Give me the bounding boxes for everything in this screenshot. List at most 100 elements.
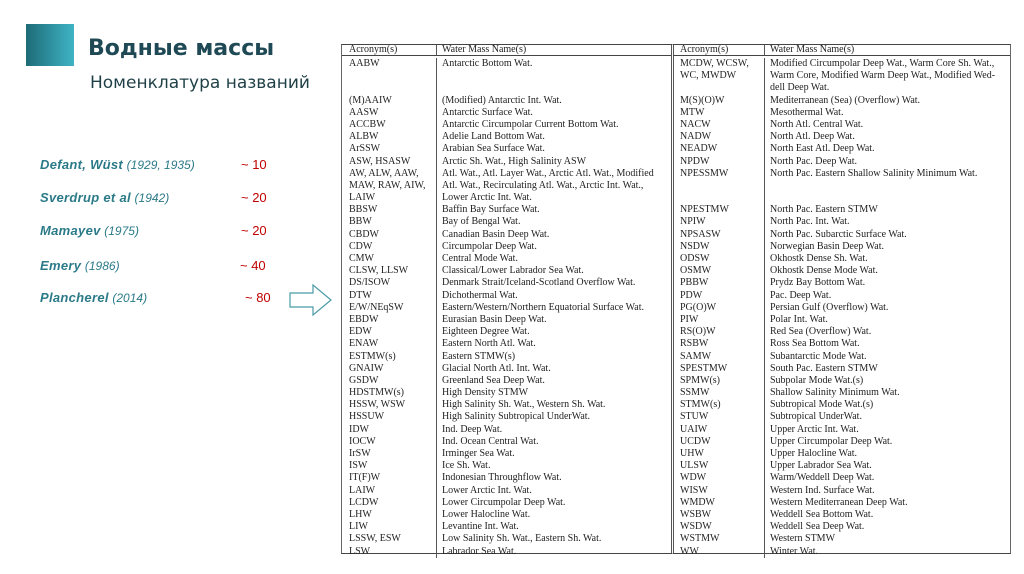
table-row: LIW Levantine Int. Wat. xyxy=(342,521,671,534)
header-name: Water Mass Name(s) xyxy=(442,45,527,55)
acronym-cell xyxy=(342,70,437,83)
table-row: IT(F)W Indonesian Throughflow Wat. xyxy=(342,472,671,485)
table-row: NPIW North Pac. Int. Wat. xyxy=(673,216,1010,229)
table-row: ISW Ice Sh. Wat. xyxy=(342,460,671,473)
name-cell: Western Mediterranean Deep Wat. xyxy=(770,496,908,508)
table-row: UCDW Upper Circumpolar Deep Wat. xyxy=(673,435,1010,448)
acronym-cell: LSW xyxy=(342,545,437,558)
name-cell: High Salinity Subtropical UnderWat. xyxy=(442,411,591,423)
water-mass-table-left: Acronym(s) Water Mass Name(s) AABW Antarcti… xyxy=(341,44,674,558)
table-row: WSBW Weddell Sea Bottom Wat. xyxy=(673,508,1010,522)
acronym-cell: HSSUW xyxy=(342,411,437,424)
name-cell: North Pac. Int. Wat. xyxy=(770,216,850,228)
author-name: Emery xyxy=(40,258,82,273)
acronym-cell: IOCW xyxy=(342,435,437,448)
acronym-cell: CLSW, LLSW xyxy=(342,265,437,278)
table-row: NEADW North East Atl. Deep Wat. xyxy=(673,143,1010,156)
table-row: IOCW Ind. Ocean Central Wat. xyxy=(342,435,671,448)
author-name: Plancherel xyxy=(40,290,109,305)
name-cell: Lower Arctic Int. Wat. xyxy=(442,484,532,496)
author-years: (2014) xyxy=(112,291,148,305)
name-count: ~ 10 xyxy=(241,157,267,172)
acronym-cell: MCDW, WCSW, xyxy=(673,58,765,71)
accent-square xyxy=(26,24,74,66)
table-row xyxy=(342,70,671,83)
name-cell: Western Ind. Surface Wat. xyxy=(770,484,875,496)
slide-subtitle: Номенклатура названий xyxy=(90,73,310,93)
table-row: IrSW Irminger Sea Wat. xyxy=(342,448,671,461)
table-row: BBSW Baffin Bay Surface Wat. xyxy=(342,204,671,217)
name-cell: North Pac. Subarctic Surface Wat. xyxy=(770,228,907,240)
name-cell xyxy=(765,192,770,204)
table-row: ALBW Adelie Land Bottom Wat. xyxy=(342,131,671,144)
acronym-cell: GNAIW xyxy=(342,362,437,375)
name-cell: Central Mode Wat. xyxy=(442,253,518,264)
acronym-cell: CMW xyxy=(342,253,437,266)
name-cell: Shallow Salinity Minimum Wat. xyxy=(770,387,900,399)
table-row: HSSW, WSW High Salinity Sh. Wat., Western… xyxy=(342,399,671,412)
name-cell: Upper Labrador Sea Wat. xyxy=(770,460,872,472)
table-row: UHW Upper Halocline Wat. xyxy=(673,448,1010,461)
name-cell: North Pac. Eastern Shallow Salinity Mini… xyxy=(770,167,978,179)
acronym-cell: DTW xyxy=(342,289,437,302)
table-row: IDW Ind. Deep Wat. xyxy=(342,423,671,436)
name-cell: Levantine Int. Wat. xyxy=(442,521,519,533)
table-row: CLSW, LLSW Classical/Lower Labrador Sea W… xyxy=(342,265,671,278)
author-name: Sverdrup et al xyxy=(40,190,131,205)
acronym-cell: WISW xyxy=(673,484,765,497)
name-cell xyxy=(765,180,770,192)
author-years: (1929, 1935) xyxy=(126,158,195,172)
acronym-cell: NPSASW xyxy=(673,228,765,241)
table-row: LCDW Lower Circumpolar Deep Wat. xyxy=(342,496,671,509)
acronym-cell: EBDW xyxy=(342,313,437,327)
table-row: ULSW Upper Labrador Sea Wat. xyxy=(673,460,1010,473)
name-cell: Antarctic Surface Wat. xyxy=(442,106,533,118)
table-row: BBW Bay of Bengal Wat. xyxy=(342,216,671,229)
table-row: STMW(s) Subtropical Mode Wat.(s) xyxy=(673,399,1010,412)
table-row xyxy=(673,179,1010,193)
name-cell: Okhostk Dense Mode Wat. xyxy=(770,265,878,277)
name-cell: Labrador Sea Wat. xyxy=(442,545,517,557)
table-row: PIW Polar Int. Wat. xyxy=(673,313,1010,327)
table-row: DS/ISOW Denmark Strait/Iceland-Scotland O… xyxy=(342,277,671,290)
table-row: NPSASW North Pac. Subarctic Surface Wat. xyxy=(673,228,1010,241)
acronym-cell: WW xyxy=(673,545,765,558)
acronym-cell: NPIW xyxy=(673,216,765,229)
acronym-cell: CBDW xyxy=(342,228,437,241)
name-cell: Eastern/Western/Northern Equatorial Surf… xyxy=(442,301,645,313)
name-cell: Subpolar Mode Wat.(s) xyxy=(770,374,864,386)
acronym-cell: IT(F)W xyxy=(342,472,437,485)
name-count: ~ 40 xyxy=(240,258,266,273)
name-cell: Glacial North Atl. Int. Wat. xyxy=(442,362,551,374)
table-row: ASW, HSASW Arctic Sh. Wat., High Salinity… xyxy=(342,155,671,168)
acronym-cell: ArSSW xyxy=(342,143,437,156)
table-row: ESTMW(s) Eastern STMW(s) xyxy=(342,350,671,363)
name-cell: Mesothermal Wat. xyxy=(770,106,844,118)
name-cell: Dichothermal Wat. xyxy=(442,289,518,301)
name-cell: Arctic Sh. Wat., High Salinity ASW xyxy=(442,155,587,167)
name-cell: Pac. Deep Wat. xyxy=(770,289,832,301)
acronym-cell: IDW xyxy=(342,423,437,436)
table-row xyxy=(342,82,671,95)
author-entry: Plancherel (2014) xyxy=(40,290,147,305)
acronym-cell: BBW xyxy=(342,216,437,229)
name-cell: Circumpolar Deep Wat. xyxy=(442,240,537,252)
table-header: Acronym(s) Water Mass Name(s) xyxy=(342,45,671,56)
acronym-cell: UCDW xyxy=(673,435,765,448)
acronym-cell: AW, ALW, AAW, xyxy=(342,167,437,180)
name-cell: Denmark Strait/Iceland-Scotland Overflow… xyxy=(442,277,636,289)
header-acronym: Acronym(s) xyxy=(673,45,765,55)
right-arrow-icon xyxy=(289,284,332,316)
name-cell: Norwegian Basin Deep Wat. xyxy=(770,240,884,252)
acronym-cell: ASW, HSASW xyxy=(342,155,437,168)
acronym-cell: LCDW xyxy=(342,496,437,509)
name-cell: Classical/Lower Labrador Sea Wat. xyxy=(442,265,584,277)
acronym-cell: LIW xyxy=(342,521,437,534)
acronym-cell: UHW xyxy=(673,448,765,461)
table-row: NACW North Atl. Central Wat. xyxy=(673,118,1010,132)
table-row: HSSUW High Salinity Subtropical UnderWat. xyxy=(342,411,671,424)
table-row: SSMW Shallow Salinity Minimum Wat. xyxy=(673,387,1010,400)
table-row: WW Winter Wat. xyxy=(673,545,1010,558)
acronym-cell: MTW xyxy=(673,106,765,119)
